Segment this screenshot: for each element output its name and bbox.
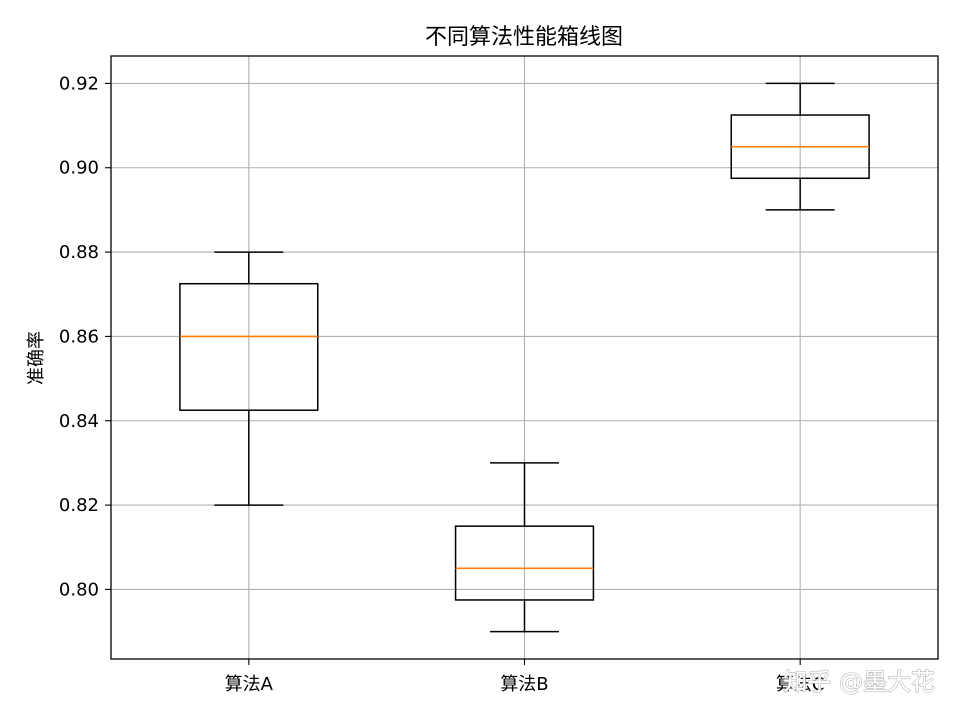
- box-1: [179, 251, 319, 506]
- y-tick-label: 0.82: [59, 495, 99, 516]
- y-tick-label: 0.80: [59, 579, 99, 600]
- x-tick-label: 算法C: [776, 674, 825, 695]
- watermark: 知乎 @墨大花: [783, 668, 935, 696]
- box-2: [454, 462, 595, 633]
- y-tick-label: 0.92: [59, 73, 99, 94]
- iqr-box: [179, 282, 319, 411]
- chart-title: 不同算法性能箱线图: [425, 25, 623, 50]
- box-3: [730, 82, 870, 211]
- y-tick-label: 0.90: [59, 158, 99, 179]
- x-tick-label: 算法B: [500, 674, 548, 695]
- y-tick-label: 0.84: [59, 411, 99, 432]
- y-tick-label: 0.88: [59, 242, 99, 263]
- ticks: 0.80 0.82 0.84 0.86 0.88 0.90 0.92 算法A 算法B 算法C: [59, 73, 825, 695]
- x-tick-label: 算法A: [225, 674, 274, 695]
- y-axis-label: 准确率: [26, 331, 47, 385]
- boxes: [179, 82, 870, 633]
- y-tick-label: 0.86: [59, 326, 99, 347]
- iqr-box: [454, 525, 595, 601]
